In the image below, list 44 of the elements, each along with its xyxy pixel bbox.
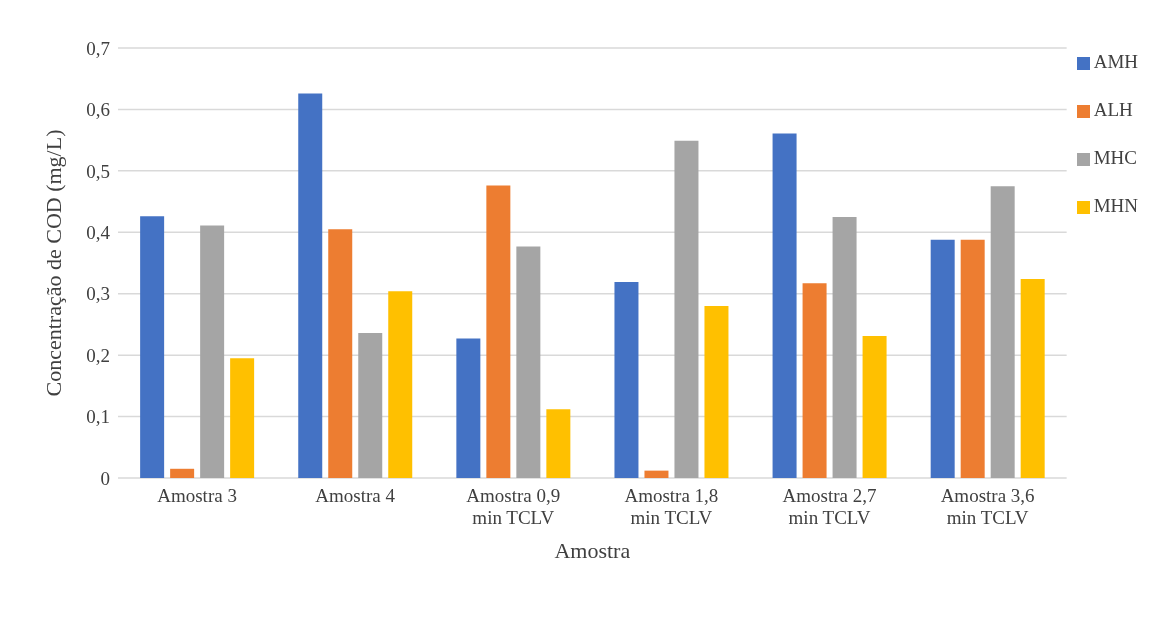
bar — [328, 229, 353, 478]
x-tick-label: Amostra 3 — [157, 485, 237, 506]
x-tick-label: Amostra 0,9 min TCLV — [466, 485, 561, 528]
y-tick-label: 0,1 — [86, 406, 110, 428]
bar — [486, 185, 511, 478]
bar — [170, 468, 195, 478]
x-tick-label: Amostra 3,6 min TCLV — [940, 485, 1035, 528]
y-tick-label: 0,4 — [86, 222, 111, 244]
bar — [832, 216, 857, 478]
x-axis-title: Amostra — [554, 538, 631, 563]
bar — [230, 358, 255, 478]
bar — [388, 291, 413, 478]
bar — [674, 140, 699, 478]
x-tick-label: Amostra 1,8 min TCLV — [624, 485, 719, 528]
bar — [644, 470, 669, 478]
bar — [1020, 278, 1045, 478]
bar — [772, 133, 797, 478]
bar — [930, 239, 955, 478]
y-axis-title: Concentração de COD (mg/L) — [40, 129, 66, 397]
bar — [802, 283, 827, 478]
bar — [960, 239, 985, 478]
x-tick-label: Amostra 4 — [315, 485, 396, 506]
bar — [516, 246, 541, 478]
legend-label: MHC — [1093, 147, 1137, 168]
bar — [614, 282, 639, 478]
bar — [456, 338, 481, 478]
x-tick-label: Amostra 2,7 min TCLV — [782, 485, 877, 528]
legend-label: MHN — [1093, 195, 1138, 216]
y-tick-label: 0,7 — [86, 37, 110, 59]
legend-label: ALH — [1093, 99, 1133, 120]
legend-label: AMH — [1093, 51, 1138, 72]
bar — [140, 216, 165, 478]
y-tick-label: 0,6 — [86, 99, 110, 121]
bar — [546, 409, 571, 478]
y-tick-label: 0,5 — [86, 160, 110, 182]
bar — [862, 336, 887, 478]
bar — [298, 93, 323, 478]
y-tick-label: 0,3 — [86, 283, 110, 305]
bar — [704, 306, 729, 478]
y-tick-label: 0 — [100, 467, 110, 489]
y-tick-label: 0,2 — [86, 344, 110, 366]
bar — [200, 225, 225, 478]
bar — [990, 186, 1015, 478]
bar — [358, 333, 383, 478]
